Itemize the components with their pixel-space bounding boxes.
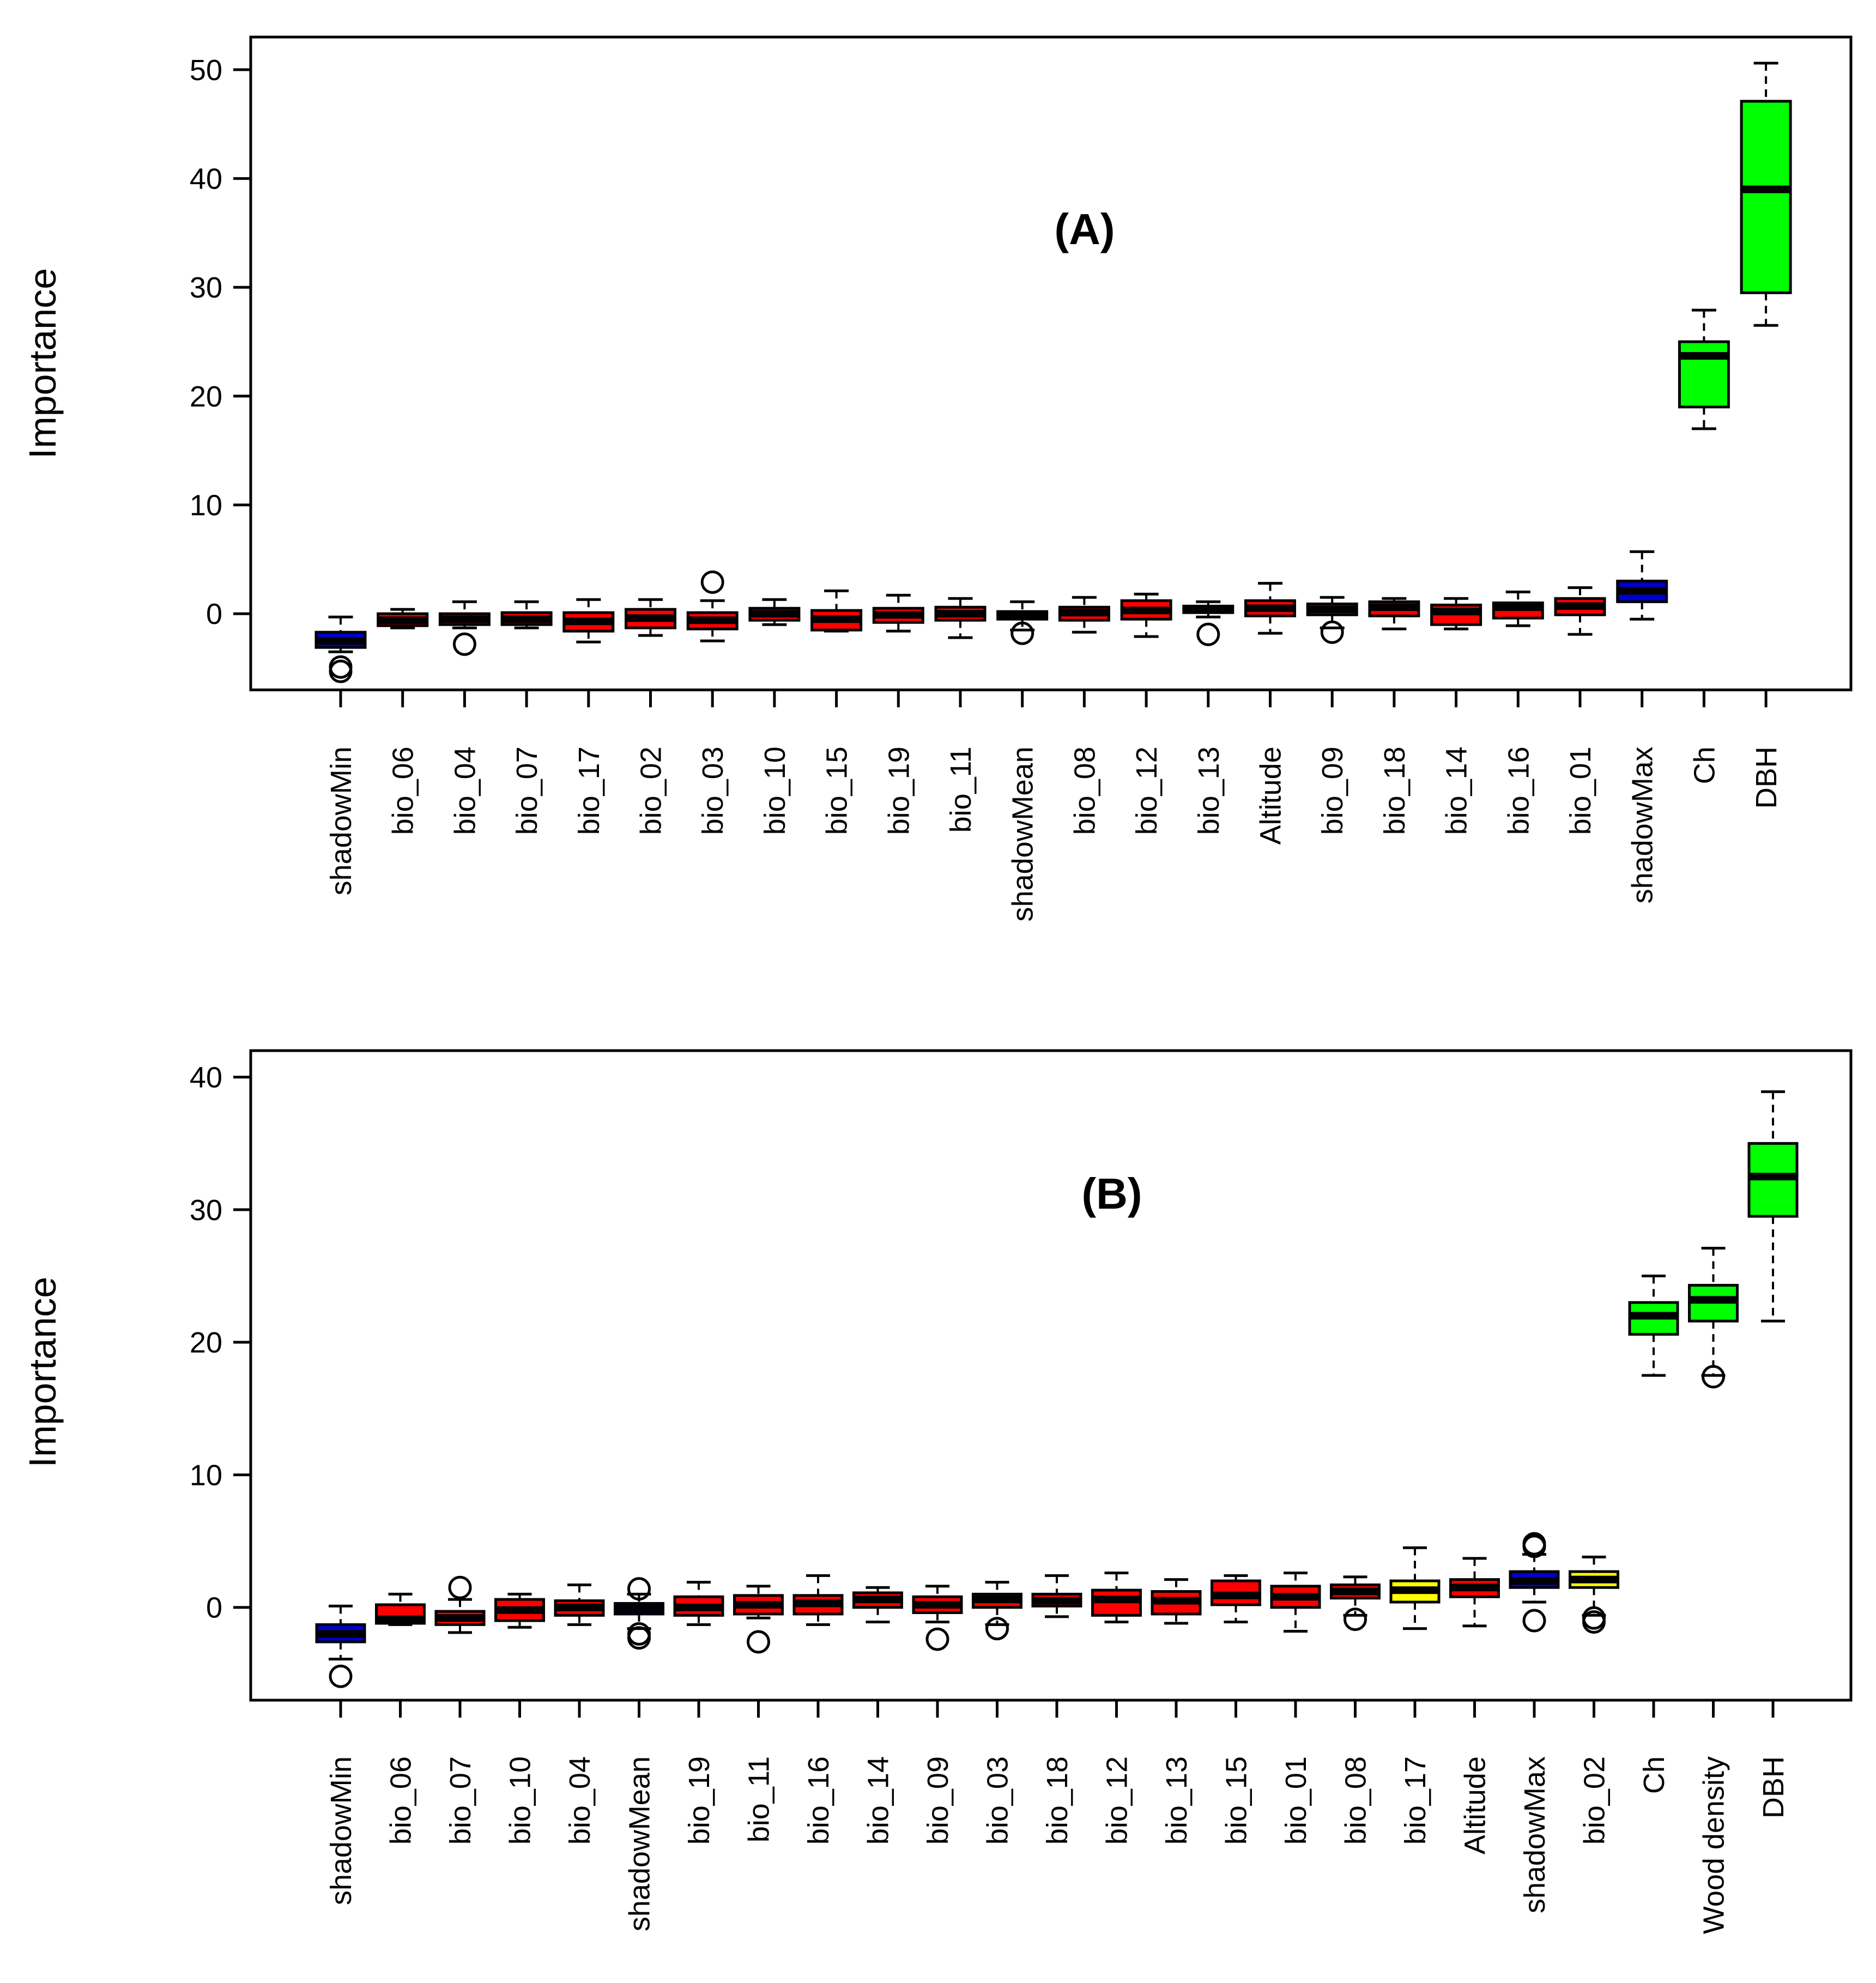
- y-tick-label-a-2: 20: [190, 380, 222, 413]
- x-tick-label-a-6: bio_03: [697, 747, 729, 835]
- x-tick-label-a-2: bio_04: [449, 747, 481, 835]
- x-tick-label-a-5: bio_02: [635, 747, 668, 835]
- outlier-a-14-0: [1196, 622, 1220, 646]
- y-tick-label-a-0: 0: [206, 598, 222, 630]
- x-tick-label-b-17: bio_08: [1340, 1756, 1372, 1845]
- outlier-b-10-0: [925, 1627, 949, 1651]
- x-tick-label-b-14: bio_13: [1160, 1756, 1193, 1845]
- x-tick-label-b-7: bio_11: [743, 1756, 776, 1842]
- x-tick-label-b-22: Ch: [1638, 1756, 1671, 1794]
- y-tick-label-b-2: 20: [190, 1326, 222, 1359]
- panel-b: 0 10 20 30 40 shadowMin bio_06 bio_07 bio_10 bio…: [21, 1049, 1853, 1934]
- y-axis-b: 0 10 20 30 40: [190, 1062, 251, 1624]
- outlier-b-5-0: [627, 1577, 651, 1601]
- x-tick-label-a-1: bio_06: [387, 747, 420, 835]
- outlier-b-11-0: [985, 1617, 1009, 1641]
- x-axis-labels-b: shadowMin bio_06 bio_07 bio_10 bio_04 shadowM…: [325, 1700, 1790, 1934]
- y-tick-label-b-1: 10: [190, 1459, 222, 1491]
- x-tick-label-b-19: Altitude: [1459, 1756, 1492, 1854]
- boxes-a: [314, 62, 1792, 683]
- y-tick-label-a-5: 50: [190, 54, 222, 87]
- plot-frame-b: [249, 1049, 1853, 1702]
- x-tick-label-a-4: bio_17: [573, 747, 606, 835]
- x-tick-label-b-4: bio_04: [564, 1756, 596, 1845]
- outlier-b-23-0: [1702, 1365, 1725, 1388]
- x-tick-label-a-15: Altitude: [1255, 747, 1287, 845]
- x-tick-label-b-5: shadowMean: [624, 1756, 656, 1931]
- outlier-a-0-1: [329, 659, 353, 683]
- outlier-b-20-1: [1522, 1535, 1546, 1558]
- x-tick-label-b-18: bio_17: [1399, 1756, 1432, 1845]
- x-tick-label-b-10: bio_09: [922, 1756, 954, 1845]
- x-tick-label-a-7: bio_10: [759, 747, 791, 835]
- box-a-22: [1678, 340, 1730, 409]
- x-tick-label-b-24: DBH: [1757, 1756, 1790, 1818]
- y-tick-label-b-0: 0: [206, 1592, 222, 1624]
- plot-frame-a: [249, 35, 1853, 692]
- x-tick-label-b-8: bio_16: [802, 1756, 835, 1845]
- y-tick-label-b-3: 30: [190, 1194, 222, 1227]
- y-tick-label-a-3: 30: [190, 271, 222, 304]
- x-tick-label-a-19: bio_16: [1502, 747, 1535, 835]
- outlier-a-6-0: [700, 570, 724, 594]
- y-tick-label-a-4: 40: [190, 163, 222, 196]
- outlier-b-17-0: [1344, 1608, 1367, 1632]
- panel-a: 0 10 20 30 40 50 shadowMin bio_06 bio_04 bio_07 b…: [21, 35, 1853, 921]
- outlier-b-20-2: [1522, 1609, 1546, 1633]
- x-tick-label-a-10: bio_11: [945, 747, 977, 833]
- x-tick-label-a-0: shadowMin: [325, 747, 358, 895]
- boxes-b: [315, 1090, 1799, 1688]
- x-tick-label-a-12: bio_08: [1068, 747, 1101, 835]
- x-tick-label-b-13: bio_12: [1101, 1756, 1134, 1845]
- x-tick-label-b-23: Wood density: [1698, 1756, 1730, 1934]
- y-axis-a: 0 10 20 30 40 50: [190, 54, 251, 630]
- box-a-23: [1740, 100, 1792, 294]
- x-tick-label-b-6: bio_19: [683, 1756, 716, 1845]
- x-tick-label-b-15: bio_15: [1220, 1756, 1253, 1845]
- outlier-b-21-1: [1582, 1610, 1606, 1634]
- x-tick-label-a-21: shadowMax: [1626, 747, 1659, 903]
- x-tick-label-a-22: Ch: [1688, 747, 1721, 784]
- x-axis-labels-a: shadowMin bio_06 bio_04 bio_07 bio_17 bio_02 b…: [325, 690, 1783, 921]
- x-tick-label-b-0: shadowMin: [325, 1756, 358, 1905]
- x-tick-label-a-18: bio_14: [1441, 747, 1473, 835]
- x-tick-label-b-20: shadowMax: [1518, 1756, 1551, 1913]
- x-tick-label-b-16: bio_01: [1280, 1756, 1312, 1845]
- outlier-b-2-0: [448, 1575, 472, 1599]
- y-axis-title-b: Importance: [21, 1277, 64, 1467]
- panel-label-b: (B): [1081, 1169, 1142, 1218]
- outlier-b-5-2: [627, 1626, 651, 1650]
- y-tick-label-a-1: 10: [190, 489, 222, 522]
- x-tick-label-b-9: bio_14: [862, 1756, 895, 1845]
- x-tick-label-a-3: bio_07: [511, 747, 543, 835]
- panel-label-a: (A): [1054, 205, 1115, 253]
- outlier-a-16-0: [1320, 620, 1344, 644]
- y-tick-label-b-4: 40: [190, 1062, 222, 1094]
- x-tick-label-a-16: bio_09: [1316, 747, 1349, 835]
- x-tick-label-a-11: shadowMean: [1007, 747, 1039, 921]
- outlier-a-2-0: [452, 632, 476, 656]
- outlier-b-0-0: [329, 1664, 353, 1688]
- x-tick-label-a-14: bio_13: [1193, 747, 1225, 835]
- x-tick-label-b-21: bio_02: [1578, 1756, 1611, 1845]
- outlier-b-7-0: [747, 1630, 770, 1654]
- x-tick-label-a-23: DBH: [1750, 747, 1783, 809]
- x-tick-label-a-17: bio_18: [1378, 747, 1411, 835]
- x-tick-label-a-13: bio_12: [1130, 747, 1163, 835]
- x-tick-label-b-12: bio_18: [1041, 1756, 1074, 1845]
- y-axis-title-a: Importance: [21, 268, 64, 459]
- x-tick-label-a-8: bio_15: [821, 747, 854, 835]
- x-tick-label-b-3: bio_10: [504, 1756, 537, 1845]
- x-tick-label-a-20: bio_01: [1564, 747, 1597, 835]
- x-tick-label-b-1: bio_06: [385, 1756, 417, 1845]
- outlier-a-11-0: [1010, 621, 1034, 645]
- x-tick-label-b-11: bio_03: [982, 1756, 1014, 1845]
- x-tick-label-a-9: bio_19: [882, 747, 915, 835]
- x-tick-label-b-2: bio_07: [444, 1756, 477, 1845]
